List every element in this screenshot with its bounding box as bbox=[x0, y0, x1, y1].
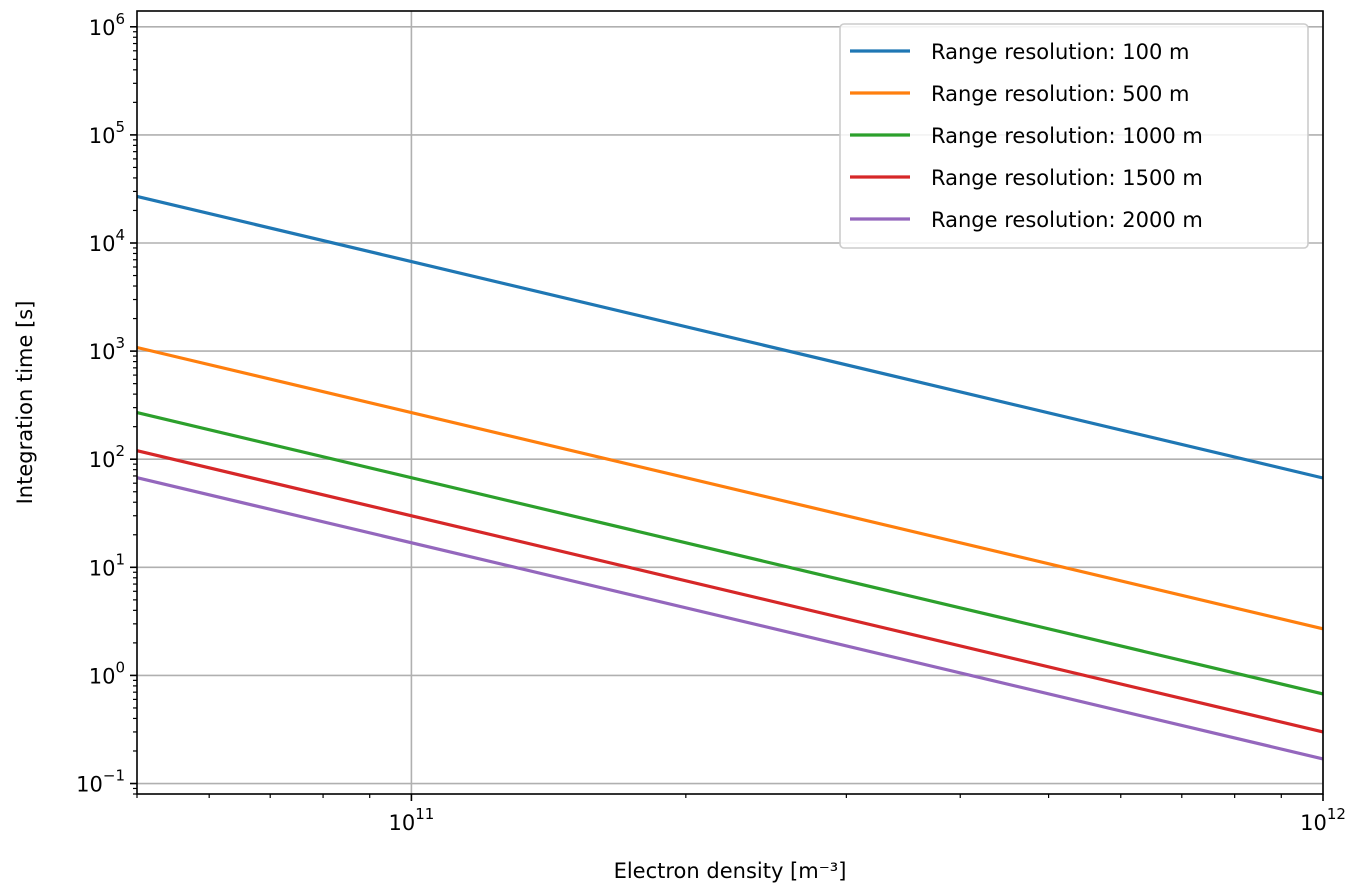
series-line bbox=[136, 449, 1324, 734]
legend-box bbox=[839, 23, 1309, 249]
y-tick-label: 10−1 bbox=[76, 767, 125, 797]
legend-label: Range resolution: 1000 m bbox=[931, 124, 1203, 148]
legend-label: Range resolution: 2000 m bbox=[931, 208, 1203, 232]
series-lines bbox=[136, 194, 1324, 761]
y-ticks: 10−1 100 101 102 103 104 105 106 bbox=[76, 10, 137, 797]
y-tick-label: 100 bbox=[89, 658, 125, 688]
series-line bbox=[136, 194, 1324, 480]
x-tick-label: 1011 bbox=[389, 805, 435, 835]
y-tick-label: 105 bbox=[89, 118, 125, 148]
x-ticks: 1011 1012 bbox=[136, 794, 1346, 835]
series-line bbox=[136, 411, 1324, 696]
y-tick-label: 101 bbox=[89, 550, 125, 580]
y-tick-label: 106 bbox=[89, 10, 125, 40]
legend-label: Range resolution: 100 m bbox=[931, 40, 1189, 64]
legend: Range resolution: 100 m Range resolution:… bbox=[839, 23, 1309, 249]
y-tick-label: 102 bbox=[89, 442, 125, 472]
legend-label: Range resolution: 1500 m bbox=[931, 166, 1203, 190]
x-tick-label: 1012 bbox=[1300, 805, 1346, 835]
y-tick-label: 103 bbox=[89, 334, 125, 364]
series-line bbox=[136, 345, 1324, 631]
plot-frame bbox=[136, 10, 1324, 795]
x-axis-label: Electron density [m⁻³] bbox=[614, 859, 847, 883]
series-line bbox=[136, 476, 1324, 761]
y-axis-label: Integration time [s] bbox=[13, 301, 37, 505]
legend-label: Range resolution: 500 m bbox=[931, 82, 1189, 106]
y-tick-label: 104 bbox=[89, 226, 125, 256]
